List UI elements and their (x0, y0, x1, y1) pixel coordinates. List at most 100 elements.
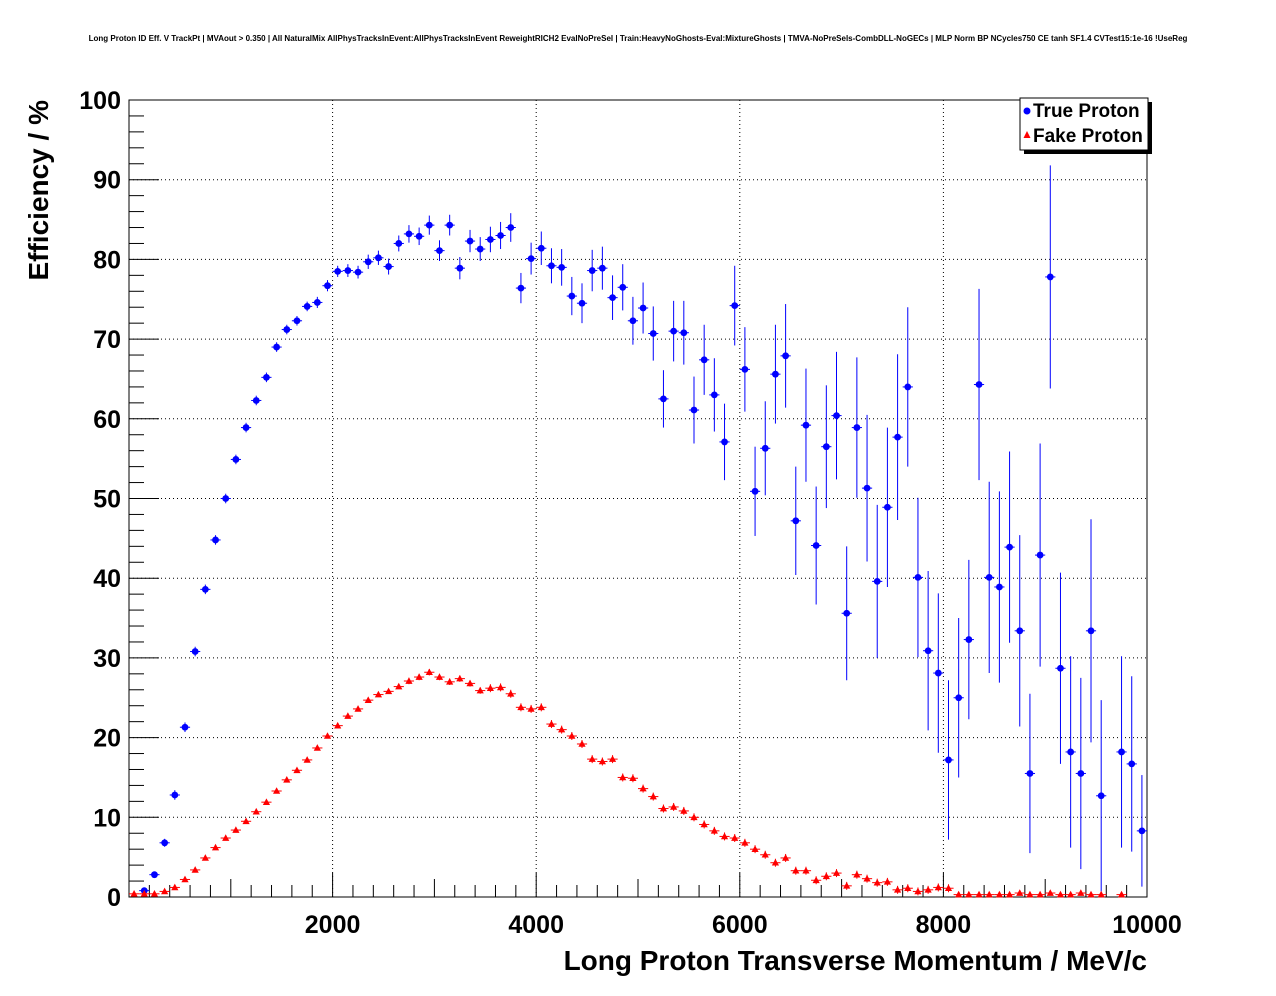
data-point (770, 858, 781, 867)
data-point (1024, 890, 1036, 898)
tick-labels: 0 10 20 30 40 50 60 70 80 90 100 2000 4000 6000 8000 10… (79, 87, 1181, 939)
point-marker (537, 244, 545, 252)
data-point (658, 804, 669, 813)
data-point (190, 646, 201, 657)
point-marker (822, 872, 830, 880)
point-marker (303, 756, 311, 763)
point-marker (670, 803, 678, 810)
point-marker (853, 870, 861, 878)
data-point (485, 226, 496, 253)
point-marker (181, 875, 189, 883)
x-tick-label: 10000 (1112, 911, 1182, 939)
data-point (800, 866, 812, 875)
point-marker (405, 230, 413, 238)
data-point (251, 807, 262, 815)
point-marker (965, 890, 973, 898)
y-tick-label: 100 (79, 87, 121, 115)
point-marker (782, 854, 790, 861)
point-marker (375, 254, 382, 262)
data-point (220, 493, 231, 504)
point-marker (995, 890, 1003, 898)
point-marker (812, 542, 820, 549)
data-point (933, 593, 944, 753)
data-point (179, 722, 191, 733)
data-point (556, 249, 567, 286)
point-marker (924, 886, 932, 893)
data-point (943, 680, 954, 840)
point-marker (507, 224, 515, 231)
point-marker (211, 843, 220, 851)
data-point (597, 246, 608, 290)
point-marker (578, 299, 586, 307)
point-marker (863, 484, 871, 492)
point-marker (446, 221, 454, 229)
point-marker (914, 574, 922, 581)
data-point (281, 776, 292, 783)
y-tick-label: 50 (93, 486, 121, 514)
data-point (1116, 890, 1127, 898)
data-point (678, 806, 689, 815)
point-marker (334, 721, 342, 729)
point-marker (1016, 627, 1024, 635)
point-marker (293, 766, 301, 774)
point-marker (232, 456, 240, 463)
data-point (526, 242, 537, 275)
point-marker (1056, 890, 1065, 898)
data-point (1126, 676, 1137, 852)
data-point (475, 686, 486, 694)
point-marker (792, 866, 800, 874)
data-point (1075, 677, 1086, 870)
data-point (831, 351, 842, 480)
data-point (230, 826, 241, 833)
data-point (912, 497, 924, 658)
x-axis-title: Long Proton Transverse Momentum / MeV/c (564, 945, 1147, 976)
data-point (587, 249, 598, 292)
y-tick-label: 30 (93, 645, 121, 673)
data-point (882, 877, 893, 886)
point-marker (273, 787, 281, 794)
point-marker (822, 443, 830, 451)
data-point (851, 870, 862, 879)
point-marker (588, 267, 596, 274)
data-point (841, 546, 852, 681)
data-point (495, 221, 506, 250)
point-marker (660, 395, 667, 403)
data-point (984, 481, 995, 674)
point-marker (130, 890, 138, 897)
point-marker (476, 686, 484, 694)
point-marker (293, 317, 301, 325)
data-point (1035, 890, 1046, 898)
point-marker (741, 839, 749, 846)
data-point (688, 813, 700, 822)
y-tick-label: 90 (93, 167, 121, 195)
y-axis-title: Efficiency / % (23, 100, 54, 281)
data-series (129, 165, 1147, 898)
x-tick-label: 4000 (508, 911, 564, 939)
data-point (739, 838, 750, 847)
data-point (210, 843, 221, 851)
point-marker (731, 834, 739, 841)
legend-marker-true-proton (1023, 107, 1031, 115)
point-marker (598, 757, 606, 765)
data-point (464, 679, 476, 687)
data-point (159, 887, 170, 895)
data-point (566, 732, 577, 740)
point-marker (720, 832, 729, 840)
point-marker (670, 327, 678, 335)
data-point (576, 739, 588, 748)
point-marker (812, 876, 820, 884)
data-point (658, 370, 669, 428)
data-point (963, 559, 974, 720)
point-marker (1087, 890, 1095, 898)
data-point (261, 372, 272, 383)
point-marker (741, 365, 749, 373)
data-point (434, 240, 445, 261)
data-point (240, 817, 252, 825)
point-marker (466, 679, 474, 687)
point-marker (1026, 770, 1034, 777)
data-point (1055, 572, 1066, 764)
data-point (1055, 890, 1066, 898)
point-marker (761, 850, 769, 858)
point-marker (171, 791, 179, 799)
point-marker (323, 732, 332, 739)
